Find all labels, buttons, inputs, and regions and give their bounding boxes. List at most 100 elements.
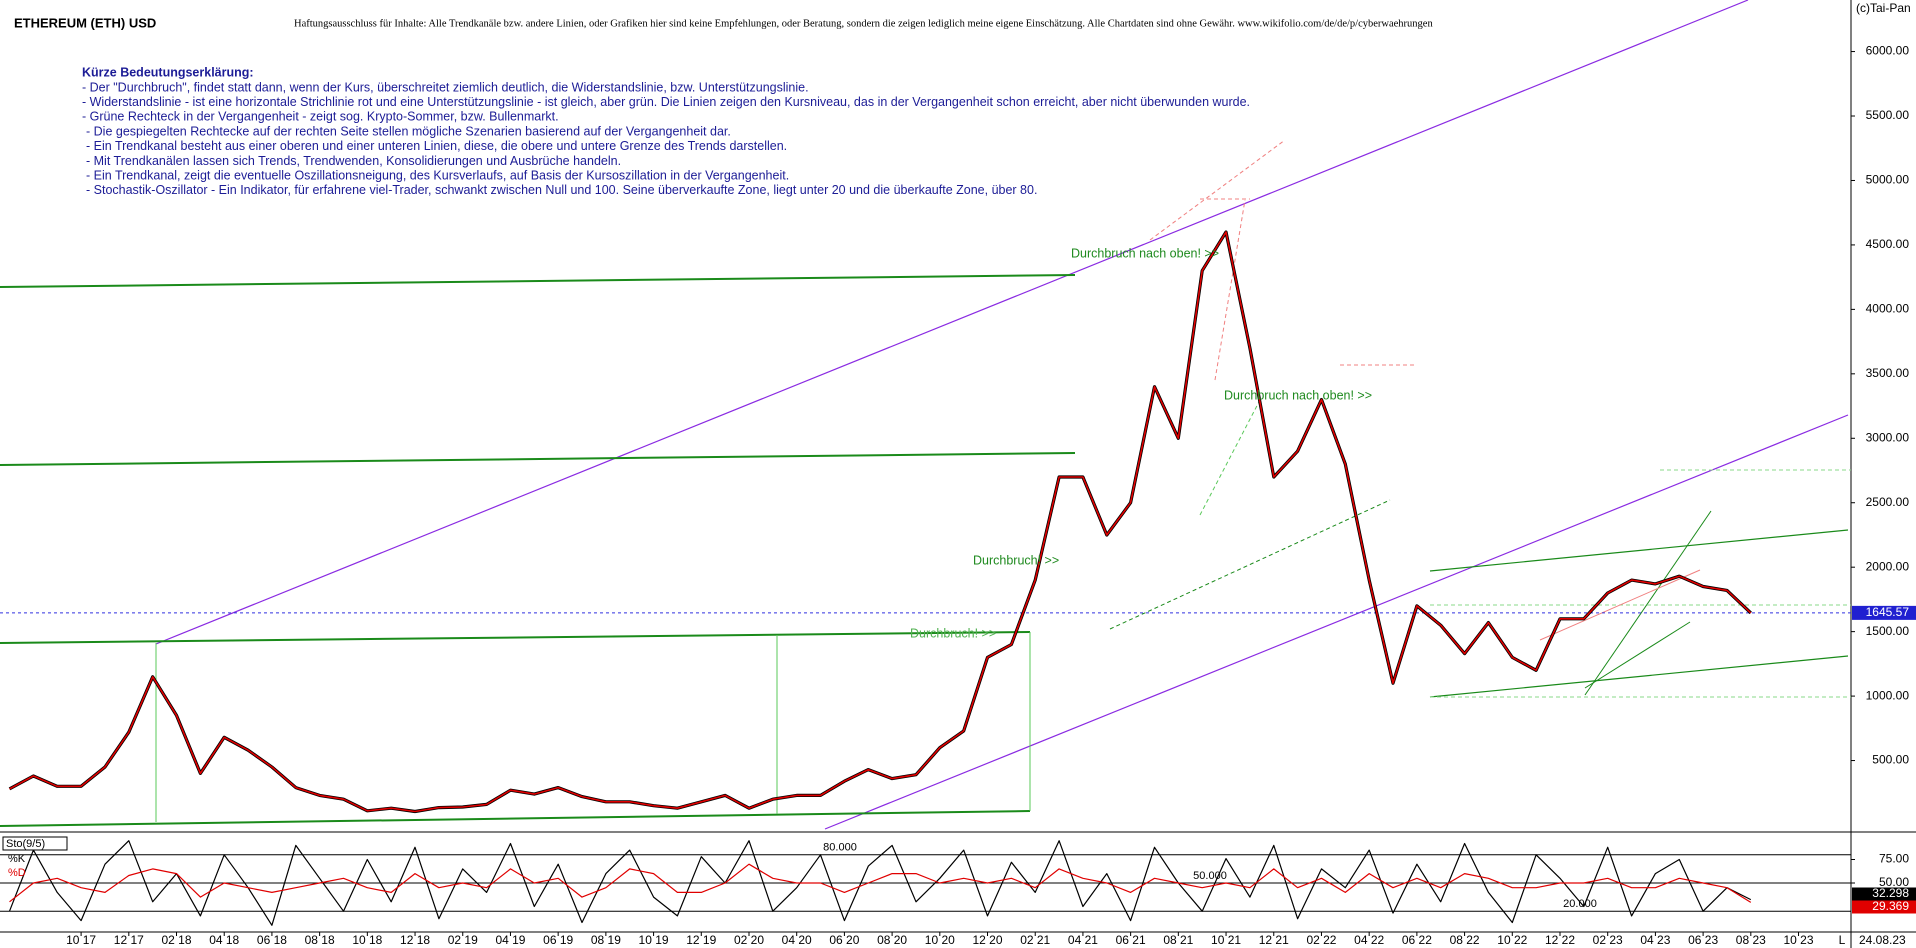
line-series (9, 863, 1752, 903)
x-tick-label: 06 22 (1402, 933, 1432, 947)
y-tick-label: 1500.00 (1866, 624, 1910, 638)
x-tick-label: 10 22 (1497, 933, 1527, 947)
date-label: 24.08.23 (1859, 933, 1906, 947)
x-tick-label: 12 17 (114, 933, 144, 947)
x-tick-label: 08 18 (305, 933, 335, 947)
x-tick-label: 02 21 (1020, 933, 1050, 947)
y-tick-label: 500.00 (1872, 753, 1909, 767)
x-tick-label: 04 22 (1354, 933, 1384, 947)
level-label: 50.000 (1193, 870, 1227, 882)
triangle-upper (1429, 529, 1849, 572)
trend-line (1584, 510, 1712, 696)
plot: - Der "Durchbruch", findet statt dann, w… (0, 44, 1916, 947)
x-tick-label: 08 19 (591, 933, 621, 947)
y-tick-label: 3000.00 (1866, 430, 1910, 444)
x-tick-label: 04 21 (1068, 933, 1098, 947)
annotation: Durchbruch! >> (973, 553, 1059, 567)
line-series (8, 840, 1752, 926)
y-tick-label: 75.00 (1879, 852, 1909, 866)
support-dashed (1199, 399, 1261, 516)
x-tick-label: 04 20 (782, 933, 812, 947)
x-tick-label: 12 21 (1259, 933, 1289, 947)
line-series (8, 230, 1752, 814)
x-tick-label: 08 22 (1450, 933, 1480, 947)
note-line: - Die gespiegelten Rechtecke auf der rec… (86, 124, 731, 138)
y-tick-label: 1000.00 (1866, 688, 1910, 702)
y-tick-label: 2000.00 (1866, 559, 1910, 573)
note-line: - Ein Trendkanal besteht aus einer obere… (86, 139, 787, 153)
x-tick-label: 10 18 (352, 933, 382, 947)
x-tick-label: 04 23 (1640, 933, 1670, 947)
x-tick-label: 10 21 (1211, 933, 1241, 947)
x-tick-label: 04 18 (209, 933, 239, 947)
x-tick-label: 12 18 (400, 933, 430, 947)
legend-entry: %D (8, 867, 26, 879)
trend-line (1539, 569, 1701, 641)
x-tick-label: 12 22 (1545, 933, 1575, 947)
note-line: - Grüne Rechteck in der Vergangenheit - … (82, 110, 559, 124)
x-tick-label: 02 18 (161, 933, 191, 947)
trend-line (1584, 621, 1691, 689)
y-tick-label: 5500.00 (1866, 108, 1910, 122)
box-top (0, 631, 1031, 644)
x-tick-label: 10 20 (925, 933, 955, 947)
trendlines (0, 0, 1851, 830)
value-box (1852, 900, 1916, 914)
legend-entry: %K (8, 853, 26, 865)
y-tick-label: 2500.00 (1866, 495, 1910, 509)
level-label: 20.000 (1563, 898, 1597, 910)
note-line: - Der "Durchbruch", findet statt dann, w… (82, 80, 809, 94)
note-line: - Ein Trendkanal, zeigt die eventuelle O… (86, 168, 789, 182)
support-dashed (1109, 499, 1391, 630)
x-tick-label: 06 23 (1688, 933, 1718, 947)
y-tick-label: 50.00 (1879, 875, 1909, 889)
x-tick-label: 02 19 (448, 933, 478, 947)
note-line: - Stochastik-Oszillator - Ein Indikator,… (86, 183, 1037, 197)
corner-label: L (1839, 933, 1846, 947)
disclaimer: Haftungsausschluss für Inhalte: Alle Tre… (294, 18, 1433, 29)
chart-title: ETHEREUM (ETH) USD (14, 15, 156, 30)
x-tick-label: 10 19 (639, 933, 669, 947)
x-tick-label: 02 22 (1306, 933, 1336, 947)
x-tick-label: 06 21 (1116, 933, 1146, 947)
indicator-title: Sto(9/5) (6, 838, 45, 850)
x-tick-label: 08 21 (1163, 933, 1193, 947)
y-tick-label: 4500.00 (1866, 237, 1910, 251)
annotation: Durchbruch nach oben! >> (1071, 246, 1219, 260)
last-price-label: 1645.57 (1866, 605, 1910, 619)
x-tick-label: 12 19 (686, 933, 716, 947)
value-label: 29.369 (1872, 899, 1909, 913)
trend-channel-lower (824, 414, 1849, 830)
y-tick-label: 3500.00 (1866, 366, 1910, 380)
x-tick-label: 08 23 (1736, 933, 1766, 947)
trend-channel-upper (155, 0, 1749, 645)
x-tick-label: 10 17 (66, 933, 96, 947)
x-tick-label: 02 23 (1593, 933, 1623, 947)
x-tick-label: 04 19 (495, 933, 525, 947)
resistance-line (0, 274, 1076, 288)
resistance-dashed (1214, 199, 1246, 381)
x-tick-label: 02 20 (734, 933, 764, 947)
last-price-box (1852, 605, 1916, 620)
level-label: 80.000 (823, 842, 857, 854)
x-tick-label: 10 23 (1784, 933, 1814, 947)
x-tick-label: 08 20 (877, 933, 907, 947)
copyright: (c)Tai-Pan (1856, 1, 1911, 15)
triangle-lower (1429, 655, 1849, 698)
note-line: - Widerstandslinie - ist eine horizontal… (82, 95, 1250, 109)
annotation: Durchbruch nach oben! >> (1224, 388, 1372, 402)
resistance-dashed (1149, 139, 1286, 241)
resistance-line (0, 452, 1076, 466)
note-line: - Mit Trendkanälen lassen sich Trends, T… (86, 154, 621, 168)
indicator-box (2, 836, 68, 851)
x-tick-label: 12 20 (973, 933, 1003, 947)
y-tick-label: 4000.00 (1866, 302, 1910, 316)
box-bottom (0, 810, 1031, 827)
line-series (9, 231, 1752, 813)
y-tick-label: 6000.00 (1866, 44, 1910, 58)
notes-title: Kürze Bedeutungserklärung: (82, 65, 254, 79)
annotation: Durchbruch! >> (910, 626, 996, 640)
x-tick-label: 06 19 (543, 933, 573, 947)
